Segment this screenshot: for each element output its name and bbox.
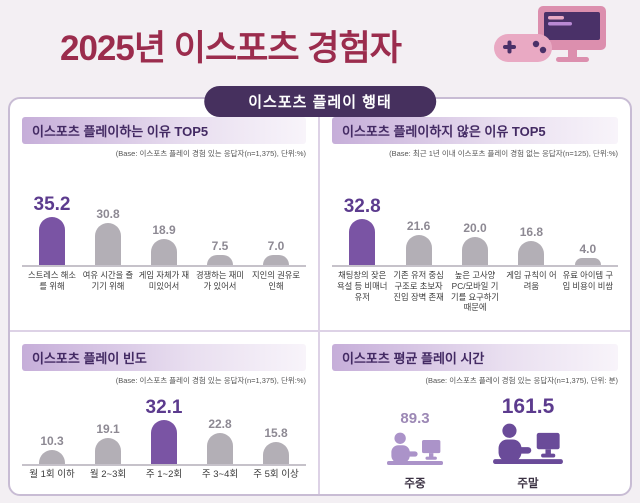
weekend-label: 주말 xyxy=(517,478,539,490)
bar-column: 20.0 xyxy=(447,222,503,265)
bar-category: 게임 자체가 재미있어서 xyxy=(138,270,190,291)
bar-category: 채팅창의 잦은 욕설 등 비매너 유저 xyxy=(336,270,388,302)
bar xyxy=(151,420,177,464)
weekday-minutes: 89.3 xyxy=(400,410,430,427)
base-note: (Base: 이스포츠 플레이 경험 있는 응답자(n=1,375), 단위: … xyxy=(425,376,618,385)
bar-column: 22.8 xyxy=(192,418,248,464)
bar-category: 기존 유저 중심 구조로 초보자 진입 장벽 존재 xyxy=(393,270,444,302)
panel-play-reasons: 이스포츠 플레이하는 이유 TOP5 (Base: 이스포츠 플레이 경험 있는… xyxy=(10,99,320,332)
bar-category: 경쟁하는 재미가 있어서 xyxy=(195,270,245,291)
weekend-playtime: 161.5 주말 xyxy=(493,396,563,491)
bar-chart-play-reasons: 35.2 30.8 18.9 7.5 7.0 xyxy=(22,185,306,267)
panel-title-avg-play-time: 이스포츠 평균 플레이 시간 xyxy=(332,344,618,371)
panel-avg-play-time: 이스포츠 평균 플레이 시간 (Base: 이스포츠 플레이 경험 있는 응답자… xyxy=(320,332,630,494)
panel-title-play-frequency: 이스포츠 플레이 빈도 xyxy=(22,344,306,371)
bar-category: 스트레스 해소를 위해 xyxy=(27,270,77,291)
bar-value: 15.8 xyxy=(264,426,288,440)
page-title: 2025년 이스포츠 경험자 xyxy=(60,29,402,68)
bar-value: 32.1 xyxy=(145,397,183,418)
weekend-minutes: 161.5 xyxy=(501,395,555,418)
base-note: (Base: 이스포츠 플레이 경험 있는 응답자(n=1,375), 단위:%… xyxy=(115,376,306,385)
bar-column: 32.1 xyxy=(136,398,192,464)
bar-value: 21.6 xyxy=(406,219,431,233)
bar xyxy=(207,255,233,265)
bar-category: 유료 아이템 구입 비용이 비쌈 xyxy=(562,270,614,291)
bar-column: 21.6 xyxy=(390,220,446,265)
bar-value: 32.8 xyxy=(343,196,381,217)
bar-category: 월 1회 이하 xyxy=(29,469,75,480)
bar xyxy=(263,255,289,265)
bar xyxy=(462,237,489,265)
bar-column: 19.1 xyxy=(80,423,136,464)
base-note: (Base: 최근 1년 이내 이스포츠 플레이 경험 없는 응답자(n=125… xyxy=(389,149,618,158)
gaming-setup-icon xyxy=(494,6,606,62)
weekday-label: 주중 xyxy=(404,478,426,490)
bar xyxy=(207,433,233,464)
bar-categories: 채팅창의 잦은 욕설 등 비매너 유저 기존 유저 중심 구조로 초보자 진입 … xyxy=(332,270,618,313)
panel-play-frequency: 이스포츠 플레이 빈도 (Base: 이스포츠 플레이 경험 있는 응답자(n=… xyxy=(10,332,320,494)
bar-categories: 스트레스 해소를 위해 여유 시간을 즐기기 위해 게임 자체가 재미있어서 경… xyxy=(22,270,306,292)
dashboard-board: 이스포츠 플레이하는 이유 TOP5 (Base: 이스포츠 플레이 경험 있는… xyxy=(8,97,632,496)
bar xyxy=(95,223,121,265)
bar-value: 4.0 xyxy=(579,242,597,256)
bar xyxy=(151,239,177,265)
bar-category: 여유 시간을 즐기기 위해 xyxy=(82,270,134,291)
bar-column: 35.2 xyxy=(24,195,80,265)
bar xyxy=(349,219,376,265)
bar-value: 7.0 xyxy=(267,239,285,253)
person-at-computer-icon xyxy=(387,432,443,465)
bar-chart-play-frequency: 10.3 19.1 32.1 22.8 15.8 xyxy=(22,398,306,466)
panel-not-playing-reasons: 이스포츠 플레이하지 않은 이유 TOP5 (Base: 최근 1년 이내 이스… xyxy=(320,99,630,332)
person-at-computer-icon xyxy=(493,423,563,464)
play-time-row: 89.3 주중 161.5 xyxy=(332,396,618,491)
bar-value: 22.8 xyxy=(208,417,232,431)
bar-value: 19.1 xyxy=(96,422,120,436)
bar-category: 월 2~3회 xyxy=(89,469,127,480)
bar-value: 18.9 xyxy=(152,223,176,237)
panel-title-play-reasons: 이스포츠 플레이하는 이유 TOP5 xyxy=(22,117,306,144)
bar xyxy=(574,258,601,265)
bar-column: 15.8 xyxy=(248,427,304,464)
bar-column: 16.8 xyxy=(503,226,559,265)
bar-chart-not-playing-reasons: 32.8 21.6 20.0 16.8 4.0 xyxy=(332,185,618,267)
bar-category: 주 1~2회 xyxy=(145,469,183,480)
bar xyxy=(263,442,289,464)
bar-column: 32.8 xyxy=(334,197,390,265)
bar-value: 10.3 xyxy=(40,434,64,448)
base-note: (Base: 이스포츠 플레이 경험 있는 응답자(n=1,375), 단위:%… xyxy=(115,149,306,158)
bar-value: 20.0 xyxy=(463,221,487,235)
bar-value: 35.2 xyxy=(33,194,71,215)
bar xyxy=(39,450,65,464)
bar xyxy=(405,235,432,265)
panel-title-not-playing-reasons: 이스포츠 플레이하지 않은 이유 TOP5 xyxy=(332,117,618,144)
bar-value: 7.5 xyxy=(211,239,229,253)
bar-category: 지인의 권유로 인해 xyxy=(251,270,301,291)
bar-value: 16.8 xyxy=(519,225,544,239)
weekday-playtime: 89.3 주중 xyxy=(387,411,443,491)
bar-category: 주 3~4회 xyxy=(201,469,239,480)
bar-category: 주 5회 이상 xyxy=(253,469,299,480)
bar-column: 30.8 xyxy=(80,208,136,265)
bar-column: 18.9 xyxy=(136,224,192,265)
bar-value: 30.8 xyxy=(96,207,120,221)
bar xyxy=(39,217,65,265)
bar-column: 7.5 xyxy=(192,240,248,265)
bar xyxy=(95,438,121,464)
bar-category: 게임 규칙이 어려움 xyxy=(506,270,557,291)
bar-column: 4.0 xyxy=(560,243,616,265)
bar xyxy=(518,241,545,265)
section-banner: 이스포츠 플레이 행태 xyxy=(204,86,436,117)
bar-category: 높은 고사양 PC/모바일 기기를 요구하기 때문에 xyxy=(450,270,500,313)
bar-column: 10.3 xyxy=(24,435,80,464)
bar-column: 7.0 xyxy=(248,240,304,265)
bar-categories: 월 1회 이하 월 2~3회 주 1~2회 주 3~4회 주 5회 이상 xyxy=(22,469,306,481)
